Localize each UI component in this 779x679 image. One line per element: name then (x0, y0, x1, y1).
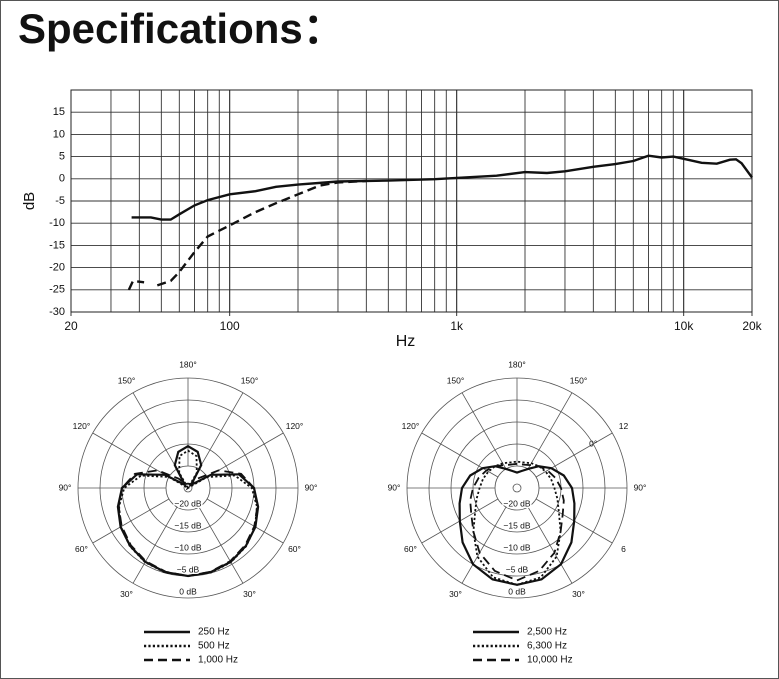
angle-label: 30° (120, 589, 133, 599)
ring-label: −10 dB (174, 542, 202, 552)
ring-label: −5 dB (506, 564, 529, 574)
response-line (127, 179, 367, 291)
ring (165, 465, 211, 511)
angle-label: 150° (447, 376, 465, 386)
x-tick-label: 20k (742, 319, 762, 333)
angle-label: 30° (243, 589, 256, 599)
angle-label: 60° (75, 544, 88, 554)
y-tick-label: 5 (59, 151, 65, 163)
angle-label: 90° (305, 482, 318, 492)
angle-label: 30° (572, 589, 585, 599)
y-tick-label: -5 (55, 195, 65, 207)
ring-label: −5 dB (177, 564, 200, 574)
angle-label: 180° (179, 359, 197, 369)
angle-label: 120° (286, 421, 304, 431)
ring (428, 399, 606, 577)
ring-label: 0 dB (179, 586, 197, 596)
ring (450, 421, 584, 555)
y-tick-label: -25 (49, 284, 65, 296)
angle-label: 12 (619, 421, 629, 431)
center-circle (512, 483, 522, 493)
legend-label: 2,500 Hz (527, 627, 567, 638)
angle-label: 6 (621, 544, 626, 554)
angle-label: 150° (118, 376, 136, 386)
x-axis-label: Hz (396, 333, 416, 350)
y-tick-label: 15 (53, 106, 65, 118)
y-tick-label: -20 (49, 262, 65, 274)
legend-label: 250 Hz (198, 627, 230, 638)
ring-label: −20 dB (174, 498, 202, 508)
ring (143, 443, 233, 533)
x-tick-label: 1k (450, 319, 464, 333)
polar-plot: 30° 60° 90° 120° 150° 180° 150° 120° 90° 60° 30° 25… (59, 359, 318, 665)
legend-label: 1,000 Hz (198, 655, 238, 666)
ring (77, 377, 299, 599)
x-tick-label: 10k (674, 319, 694, 333)
plot-frame (70, 89, 753, 313)
ring-label: −15 dB (174, 520, 202, 530)
y-tick-label: 10 (53, 128, 65, 140)
ring-label: −20 dB (503, 498, 531, 508)
angle-label: 120° (402, 421, 420, 431)
ring-label: 0 dB (508, 586, 526, 596)
angle-label: 30° (449, 589, 462, 599)
angle-label: 60° (288, 544, 301, 554)
polar-pattern (458, 465, 576, 586)
polar-pattern (117, 469, 259, 577)
polar-pattern (469, 462, 565, 582)
angle-label: 180° (508, 359, 526, 369)
page-title: Specifications： (18, 5, 345, 52)
angle-label: 90° (59, 482, 72, 492)
y-axis-label: dB (21, 192, 38, 210)
ring-label: −10 dB (503, 542, 531, 552)
response-line (131, 154, 753, 221)
legend-label: 10,000 Hz (527, 655, 573, 666)
y-tick-label: 0 (59, 173, 65, 185)
ring (494, 465, 540, 511)
angle-label: 90° (634, 482, 647, 492)
legend-label: 6,300 Hz (527, 641, 567, 652)
y-tick-label: -15 (49, 239, 65, 251)
x-tick-label: 20 (64, 319, 78, 333)
angle-label: 90° (388, 482, 401, 492)
angle-label: 60° (404, 544, 417, 554)
ring (406, 377, 628, 599)
y-tick-label: -10 (49, 217, 65, 229)
x-tick-label: 100 (220, 319, 240, 333)
angle-label: 150° (570, 376, 588, 386)
angle-label: 120° (73, 421, 91, 431)
polar-plot: 30°690°120°150°180°150°120°90°60°30°2,50… (388, 359, 647, 665)
y-tick-label: -30 (49, 306, 65, 318)
legend-label: 500 Hz (198, 641, 230, 652)
ring-label: −15 dB (503, 520, 531, 530)
angle-label: 150° (241, 376, 259, 386)
